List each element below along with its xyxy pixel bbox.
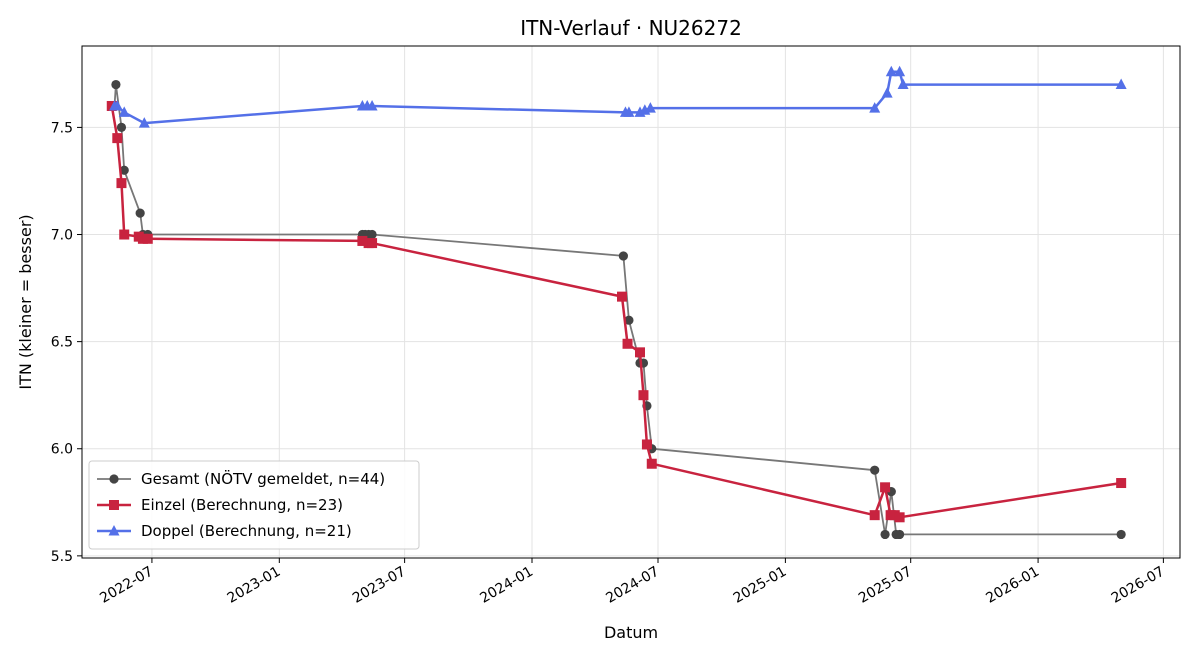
data-point-circle <box>624 315 634 325</box>
y-tick-label: 7.5 <box>51 120 73 136</box>
data-point-square <box>869 510 880 521</box>
data-point-triangle <box>366 99 378 111</box>
series-layer <box>106 65 1127 540</box>
x-tick-label: 2023-07 <box>350 564 409 607</box>
data-point-triangle <box>869 102 881 113</box>
y-tick-label: 7.0 <box>51 228 73 244</box>
data-point-triangle <box>885 65 897 77</box>
data-point-square <box>109 500 119 510</box>
data-point-square <box>142 233 153 244</box>
data-point-square <box>357 235 368 246</box>
chart-title: ITN-Verlauf · NU26272 <box>520 16 742 40</box>
x-tick-label: 2026-01 <box>983 564 1042 607</box>
data-point-square <box>112 133 123 144</box>
data-point-square <box>646 458 657 469</box>
data-point-square <box>617 291 627 302</box>
data-point-triangle <box>894 65 906 77</box>
data-point-circle <box>618 251 628 261</box>
data-point-square <box>116 178 127 189</box>
legend-label: Einzel (Berechnung, n=23) <box>141 496 343 514</box>
data-point-circle <box>1116 529 1126 540</box>
y-tick-label: 6.5 <box>51 335 73 351</box>
data-point-square <box>638 390 649 401</box>
data-point-circle <box>109 474 119 484</box>
data-point-square <box>880 482 891 493</box>
data-point-triangle <box>1115 78 1127 90</box>
y-axis-title: ITN (kleiner = besser) <box>16 214 35 389</box>
data-point-square <box>635 347 645 358</box>
x-tick-label: 2022-07 <box>97 564 156 607</box>
series-line <box>114 70 1122 125</box>
data-point-circle <box>895 529 905 540</box>
grid-lines <box>82 46 1180 558</box>
data-point-triangle <box>623 106 635 117</box>
x-tick-label: 2025-01 <box>731 564 790 607</box>
x-tick-label: 2023-01 <box>225 564 284 607</box>
x-tick-label: 2026-07 <box>1109 564 1168 607</box>
data-point-triangle <box>897 78 909 90</box>
legend-label: Gesamt (NÖTV gemeldet, n=44) <box>141 469 385 488</box>
data-point-triangle <box>644 102 656 113</box>
data-point-triangle <box>108 525 120 536</box>
x-tick-label: 2024-07 <box>603 564 662 607</box>
y-tick-label: 6.0 <box>51 442 73 458</box>
data-point-circle <box>111 79 121 90</box>
data-point-square <box>367 238 378 249</box>
legend-box <box>88 460 420 550</box>
legend: Gesamt (NÖTV gemeldet, n=44) Einzel (Bere… <box>88 460 420 550</box>
y-tick-label: 5.5 <box>51 549 73 565</box>
data-point-triangle <box>111 99 123 111</box>
x-tick-label: 2024-01 <box>477 564 536 607</box>
data-point-triangle <box>118 106 130 117</box>
data-point-triangle <box>138 117 150 128</box>
series-group <box>109 65 1127 128</box>
series-line <box>110 105 1122 519</box>
legend-label: Doppel (Berechnung, n=21) <box>141 522 352 540</box>
data-point-circle <box>880 529 890 540</box>
data-point-circle <box>367 229 377 240</box>
data-point-square <box>622 338 633 349</box>
data-point-triangle <box>881 87 893 98</box>
data-point-square <box>119 229 130 240</box>
plot-frame <box>81 45 1181 559</box>
x-tick-label: 2025-07 <box>856 564 915 607</box>
data-point-square <box>641 439 652 450</box>
x-axis-title: Datum <box>604 623 658 642</box>
series-group <box>106 100 1127 523</box>
data-point-circle <box>119 165 129 175</box>
data-point-circle <box>870 465 880 475</box>
data-point-circle <box>116 122 127 133</box>
data-point-square <box>894 512 905 523</box>
data-point-circle <box>135 208 145 218</box>
data-point-square <box>1116 478 1127 489</box>
